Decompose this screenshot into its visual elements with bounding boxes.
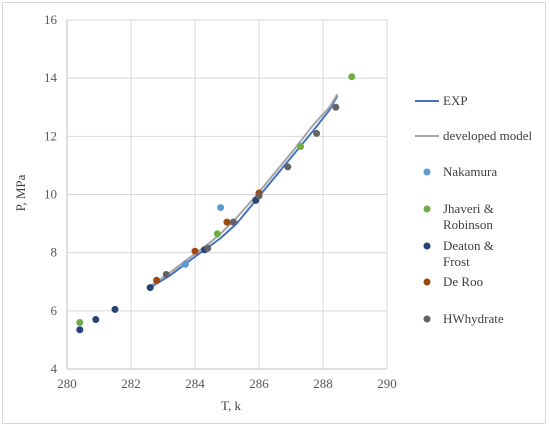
point-de-roo xyxy=(153,276,161,284)
legend-label-developed-model: developed model xyxy=(443,128,533,143)
x-tick-label: 288 xyxy=(313,376,333,391)
y-tick-label: 14 xyxy=(44,70,58,85)
legend-marker-jhaveri-robinson xyxy=(423,205,431,213)
legend-label-nakamura: Nakamura xyxy=(443,164,497,179)
point-jhaveri-robinson xyxy=(348,73,356,81)
y-tick-label: 12 xyxy=(44,128,57,143)
point-hwhydrate xyxy=(204,244,212,252)
point-hwhydrate xyxy=(229,218,237,226)
pt-chart: 280 282 284 286 288 290 4 6 8 10 12 14 16 T, k P, MP… xyxy=(13,12,533,413)
point-deaton-frost xyxy=(146,284,154,292)
point-nakamura xyxy=(181,260,189,268)
series-line-developed-model xyxy=(149,93,339,287)
x-tick-label: 282 xyxy=(121,376,141,391)
legend-marker-nakamura xyxy=(423,168,431,176)
tick-labels: 280 282 284 286 288 290 4 6 8 10 12 14 16 xyxy=(44,12,397,391)
point-jhaveri-robinson xyxy=(297,143,305,151)
legend-label-deaton-line2: Frost xyxy=(443,254,470,269)
legend-marker-deaton-frost xyxy=(423,242,431,250)
y-tick-label: 4 xyxy=(51,361,58,376)
y-tick-label: 8 xyxy=(51,245,58,260)
x-tick-label: 280 xyxy=(57,376,77,391)
point-deaton-frost xyxy=(111,305,119,313)
point-deaton-frost xyxy=(76,326,84,334)
legend-marker-de-roo xyxy=(423,278,431,286)
axes xyxy=(66,20,387,370)
point-hwhydrate xyxy=(313,129,321,137)
point-hwhydrate xyxy=(162,270,170,278)
y-tick-label: 16 xyxy=(44,12,58,27)
y-tick-label: 6 xyxy=(51,303,58,318)
point-de-roo xyxy=(191,247,199,255)
x-tick-label: 284 xyxy=(185,376,205,391)
series-layer xyxy=(76,73,356,334)
legend-label-jhaveri-line1: Jhaveri & xyxy=(443,201,494,216)
chart-frame: 280 282 284 286 288 290 4 6 8 10 12 14 16 T, k P, MP… xyxy=(2,2,546,424)
y-tick-label: 10 xyxy=(44,187,57,202)
legend-label-exp: EXP xyxy=(443,93,468,108)
x-tick-label: 290 xyxy=(377,376,397,391)
legend-label-jhaveri-line2: Robinson xyxy=(443,217,493,232)
y-axis-title: P, MPa xyxy=(13,174,28,211)
point-deaton-frost xyxy=(92,316,100,324)
legend-label-hwhydrate: HWhydrate xyxy=(443,311,504,326)
legend-label-de-roo: De Roo xyxy=(443,274,483,289)
grid xyxy=(67,19,388,369)
point-jhaveri-robinson xyxy=(213,230,221,238)
x-tick-label: 286 xyxy=(249,376,269,391)
point-jhaveri-robinson xyxy=(76,318,84,326)
x-axis-title: T, k xyxy=(221,398,241,413)
legend-label-deaton-line1: Deaton & xyxy=(443,238,494,253)
point-hwhydrate xyxy=(332,103,340,111)
legend: EXP developed model Nakamura Jhaveri & R… xyxy=(415,93,533,326)
point-de-roo xyxy=(223,218,231,226)
point-hwhydrate xyxy=(284,163,292,171)
point-nakamura xyxy=(217,204,225,212)
series-line-exp xyxy=(149,95,339,289)
point-hwhydrate xyxy=(255,192,263,200)
legend-marker-hwhydrate xyxy=(423,315,431,323)
